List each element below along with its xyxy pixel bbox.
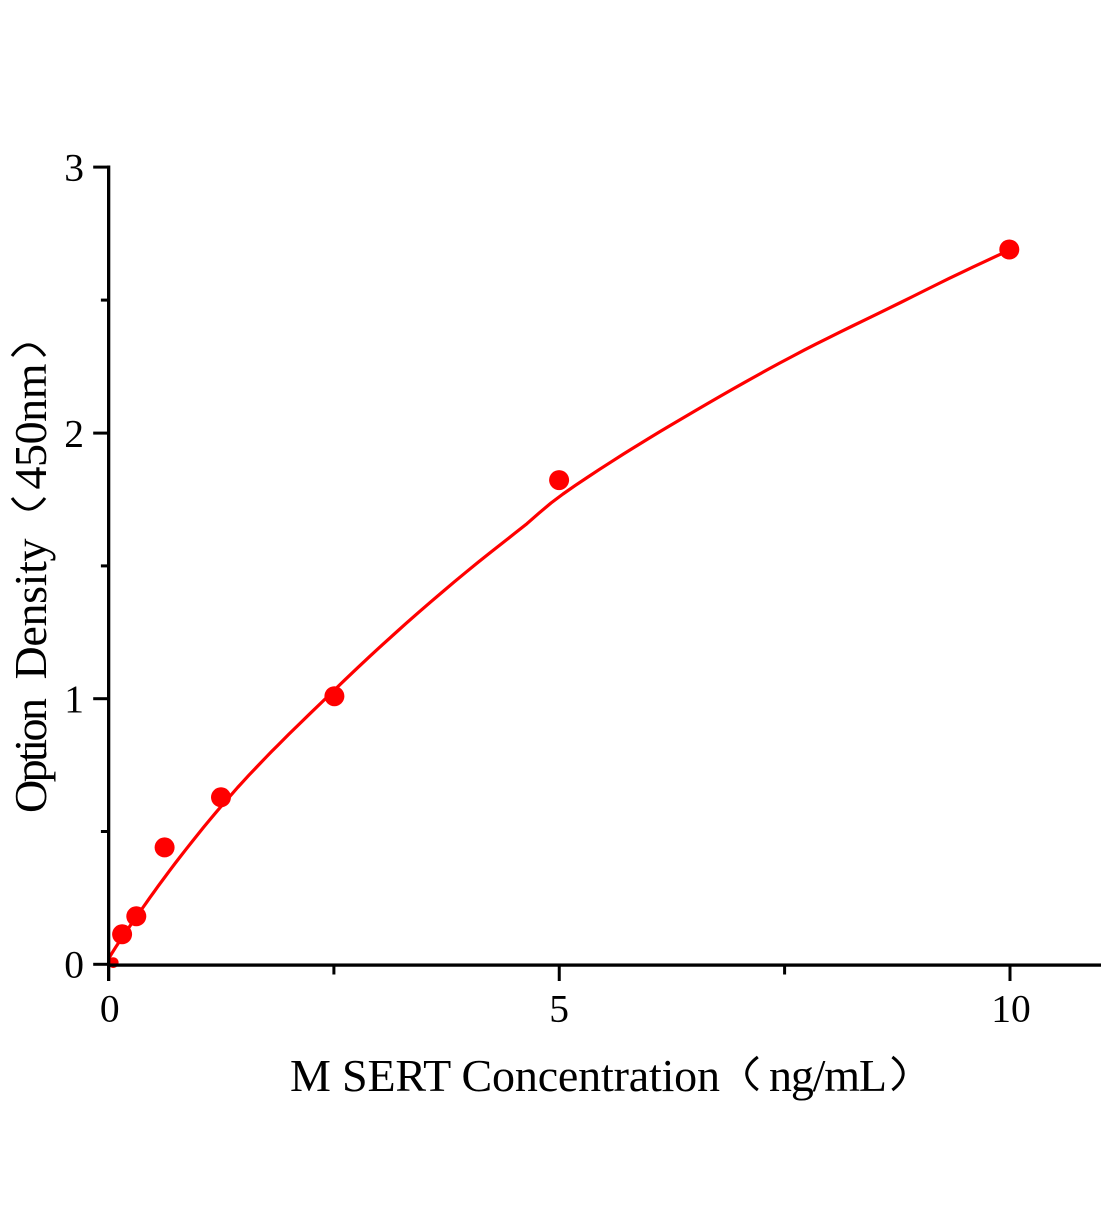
svg-text:10: 10	[991, 987, 1031, 1031]
svg-text:Option: Option	[5, 698, 56, 813]
svg-text:5: 5	[549, 987, 569, 1031]
svg-text:0: 0	[100, 987, 120, 1031]
svg-text:Density: Density	[5, 539, 56, 680]
svg-text:3: 3	[64, 145, 84, 189]
svg-text:0: 0	[64, 943, 84, 987]
svg-text:ng/mL: ng/mL	[769, 1050, 887, 1101]
svg-text:450nm: 450nm	[5, 363, 56, 489]
svg-text:M SERT Concentration: M SERT Concentration	[290, 1050, 720, 1101]
svg-text:2: 2	[64, 411, 84, 455]
svg-text:1: 1	[64, 677, 84, 721]
